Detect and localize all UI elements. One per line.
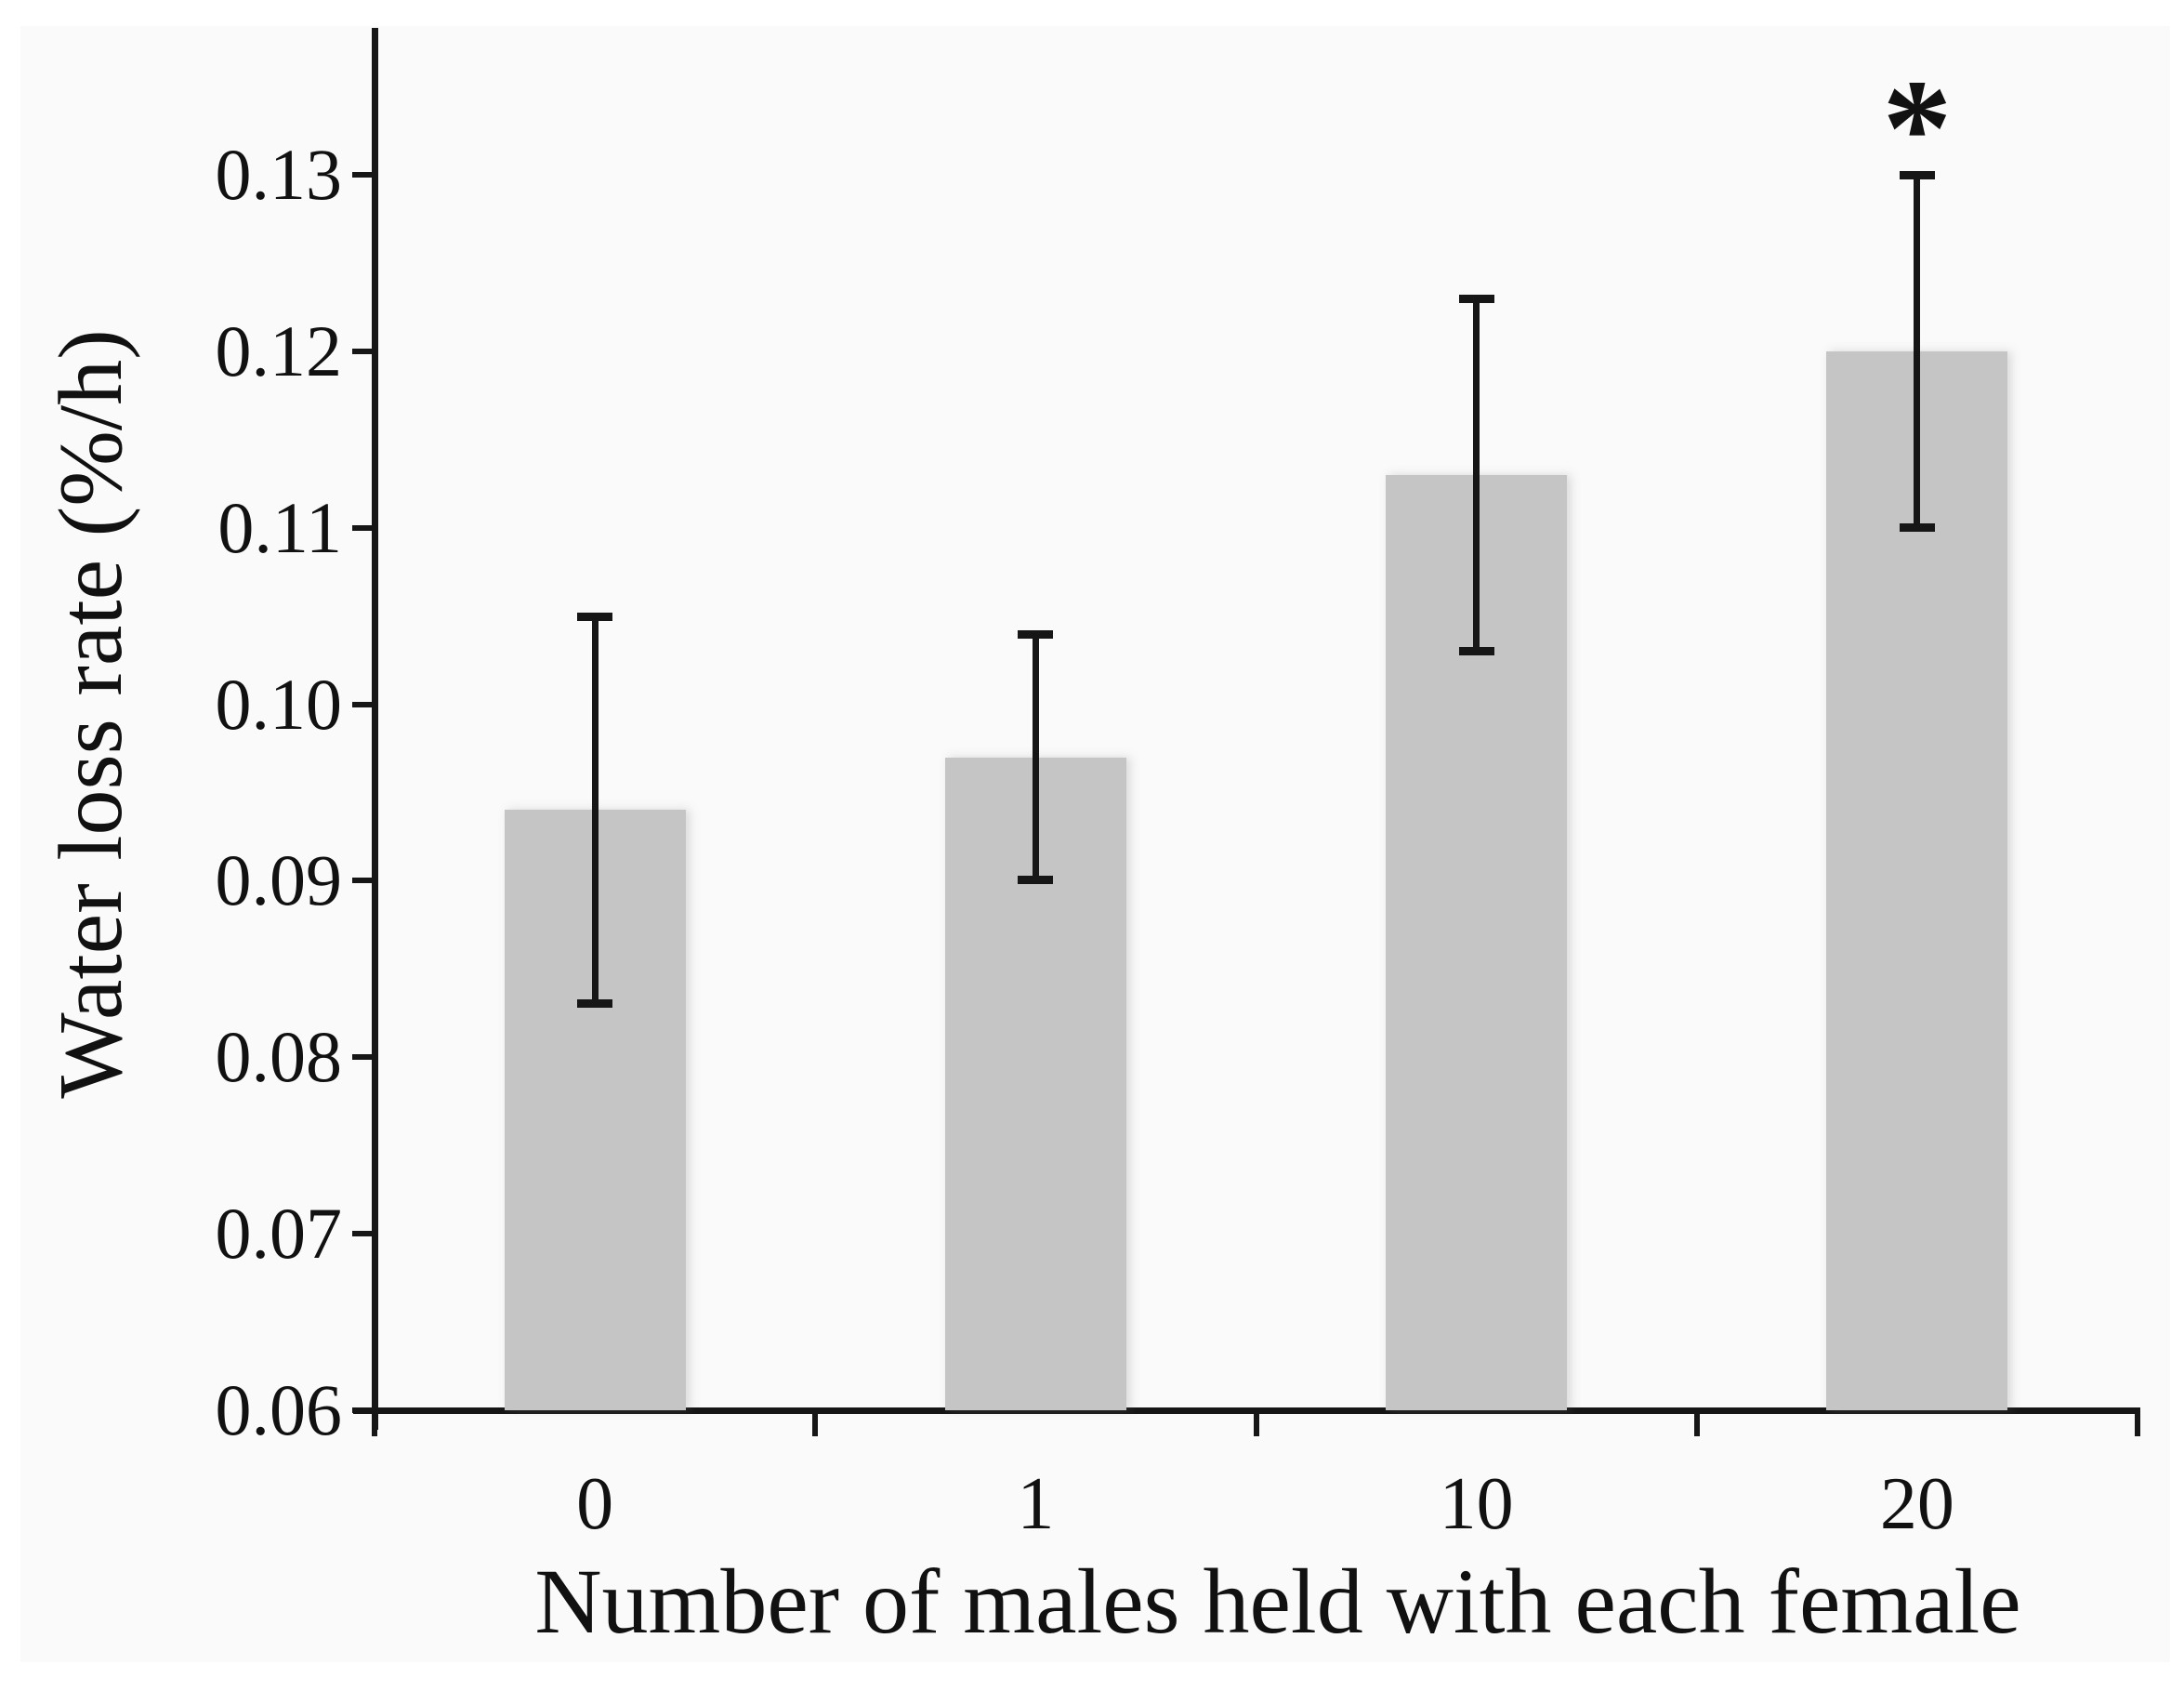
error-bar-cap-top — [1018, 629, 1054, 639]
y-tick-mark — [352, 878, 375, 884]
y-tick-mark — [352, 1407, 375, 1413]
y-tick-label: 0.08 — [215, 1016, 343, 1098]
error-bar-cap-top — [577, 612, 613, 621]
y-tick-label: 0.09 — [215, 839, 343, 921]
y-tick-mark — [352, 1054, 375, 1061]
x-tick-mark — [812, 1410, 819, 1436]
x-tick-label: 0 — [576, 1463, 614, 1545]
x-tick-label: 10 — [1439, 1463, 1514, 1545]
error-bar-line — [1032, 633, 1039, 881]
y-tick-label: 0.13 — [215, 134, 343, 215]
y-axis-line — [372, 28, 378, 1430]
error-bar-cap-bottom — [1018, 876, 1054, 885]
y-tick-mark — [352, 348, 375, 354]
error-bar-cap-bottom — [1899, 522, 1935, 532]
y-tick-label: 0.12 — [215, 310, 343, 391]
significance-asterisk: * — [1882, 51, 1953, 205]
error-bar-line — [591, 615, 599, 1005]
x-axis-line — [353, 1407, 2140, 1414]
error-bar-cap-bottom — [577, 999, 613, 1009]
x-tick-mark — [1253, 1410, 1259, 1436]
y-tick-mark — [352, 701, 375, 707]
error-bar-cap-top — [1899, 171, 1935, 179]
x-axis-title: Number of males held with each female — [534, 1550, 2021, 1653]
x-tick-label: 1 — [1017, 1463, 1055, 1545]
x-tick-label: 20 — [1879, 1463, 1954, 1545]
y-tick-label: 0.07 — [215, 1193, 343, 1275]
y-tick-label: 0.06 — [215, 1369, 343, 1450]
y-tick-mark — [352, 172, 375, 178]
error-bar-cap-top — [1458, 294, 1494, 303]
error-bar-cap-bottom — [1458, 646, 1494, 655]
error-bar-line — [1914, 175, 1921, 528]
y-tick-mark — [352, 524, 375, 531]
x-tick-mark — [2135, 1410, 2140, 1436]
x-tick-mark — [372, 1410, 377, 1436]
y-axis-title: Water loss rate (%/h) — [41, 329, 141, 1099]
y-tick-mark — [352, 1231, 375, 1237]
x-tick-mark — [1693, 1410, 1700, 1436]
y-tick-label: 0.10 — [215, 663, 343, 745]
y-tick-label: 0.11 — [217, 486, 342, 568]
error-bar-line — [1473, 297, 1480, 652]
